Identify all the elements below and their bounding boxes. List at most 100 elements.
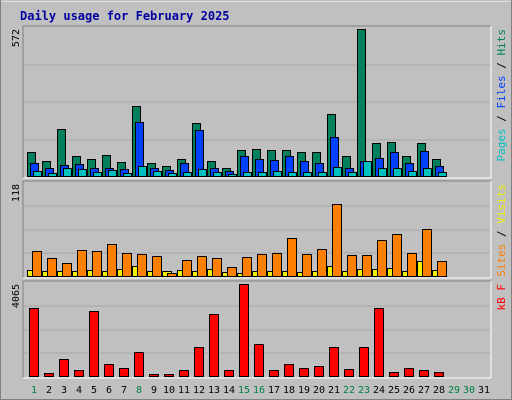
kbytes_panel-ymax-label: 4065 bbox=[11, 284, 22, 308]
x-tick-label: 10 bbox=[163, 385, 175, 396]
visits_panel-legend-item-1: / bbox=[495, 224, 508, 244]
visits_panel-bar-sites bbox=[332, 204, 342, 277]
hits_panel-bar-pages bbox=[33, 171, 42, 177]
kbytes_panel-bar-kb-f bbox=[239, 284, 249, 377]
visits_panel-bar-sites bbox=[47, 258, 57, 277]
hits_panel-bar-pages bbox=[348, 172, 357, 177]
kbytes_panel-bar-kb-f bbox=[194, 347, 204, 377]
kbytes_panel-bar-kb-f bbox=[44, 373, 54, 377]
x-tick-label: 7 bbox=[121, 385, 127, 396]
hits_panel-legend-item-2: Files bbox=[495, 75, 508, 108]
x-tick-label: 31 bbox=[478, 385, 490, 396]
kbytes_panel-legend-item-0: kB F bbox=[495, 284, 508, 311]
kbytes_panel-bar-kb-f bbox=[419, 370, 429, 377]
hits_panel-bar-pages bbox=[228, 174, 237, 177]
kbytes_panel-bar-kb-f bbox=[254, 344, 264, 377]
visits_panel-bar-sites bbox=[302, 254, 312, 277]
visits_panel-bar-sites bbox=[362, 255, 372, 277]
visits_panel-bar-sites bbox=[107, 244, 117, 277]
hits_panel-bar-pages bbox=[183, 172, 192, 177]
hits_panel-bar-pages bbox=[123, 173, 132, 177]
visits_panel-bar-sites bbox=[62, 263, 72, 277]
hits_panel-ymax-label: 572 bbox=[11, 29, 22, 47]
kbytes_panel-bar-kb-f bbox=[374, 308, 384, 377]
x-tick-label: 20 bbox=[313, 385, 325, 396]
visits_panel-bar-sites bbox=[137, 254, 147, 277]
kbytes_panel-bar-kb-f bbox=[344, 369, 354, 377]
visits_panel-ymax-label: 118 bbox=[11, 184, 22, 202]
x-tick-label: 16 bbox=[253, 385, 265, 396]
visits_panel-bar-sites bbox=[182, 260, 192, 277]
visits_panel-bar-sites bbox=[377, 240, 387, 277]
x-tick-label: 15 bbox=[238, 385, 250, 396]
visits_panel-bar-sites bbox=[257, 254, 267, 277]
kbytes_panel-bar-kb-f bbox=[299, 368, 309, 377]
hits_panel-bar-pages bbox=[318, 172, 327, 177]
hits_panel: 572 Pages / Files / Hits bbox=[11, 25, 508, 179]
visits_panel-legend-item-2: Visits bbox=[495, 184, 508, 224]
x-tick-label: 11 bbox=[178, 385, 190, 396]
kbytes_panel-bar-kb-f bbox=[224, 370, 234, 377]
visits_panel-legend: Sites / Visits bbox=[495, 184, 508, 277]
kbytes_panel: 4065 kB F bbox=[11, 280, 508, 379]
x-tick-label: 28 bbox=[433, 385, 445, 396]
hits_panel-legend-item-4: Hits bbox=[495, 29, 508, 56]
hits_panel-legend-item-1: / bbox=[495, 109, 508, 129]
hits_panel-bar-pages bbox=[63, 168, 72, 177]
x-tick-label: 27 bbox=[418, 385, 430, 396]
kbytes_panel-bar-kb-f bbox=[164, 374, 174, 377]
hits_panel-bar-pages bbox=[438, 172, 447, 177]
visits_panel-bar-sites bbox=[212, 258, 222, 277]
visits_panel-bar-sites bbox=[317, 249, 327, 277]
x-tick-label: 18 bbox=[283, 385, 295, 396]
x-tick-label: 2 bbox=[46, 385, 52, 396]
kbytes_panel-bar-kb-f bbox=[104, 364, 114, 377]
x-tick-label: 13 bbox=[208, 385, 220, 396]
visits_panel-bar-sites bbox=[242, 257, 252, 277]
kbytes_panel-bar-kb-f bbox=[119, 368, 129, 377]
visits_panel-bar-sites bbox=[152, 256, 162, 277]
hits_panel-bar-pages bbox=[243, 172, 252, 177]
kbytes_panel-bar-kb-f bbox=[404, 368, 414, 377]
kbytes_panel-bar-kb-f bbox=[74, 370, 84, 377]
kbytes_panel-bar-kb-f bbox=[134, 352, 144, 377]
kbytes_panel-bar-kb-f bbox=[329, 347, 339, 377]
visits_panel-bar-sites bbox=[287, 238, 297, 277]
x-tick-label: 19 bbox=[298, 385, 310, 396]
visits_panel-bar-sites bbox=[437, 261, 447, 277]
visits_panel-bar-sites bbox=[197, 256, 207, 277]
kbytes_panel-bar-kb-f bbox=[29, 308, 39, 377]
x-tick-label: 24 bbox=[373, 385, 385, 396]
kbytes_panel-bar-kb-f bbox=[359, 347, 369, 377]
hits_panel-bar-pages bbox=[153, 171, 162, 177]
hits_panel-bar-pages bbox=[333, 167, 342, 177]
hits_panel-bar-pages bbox=[408, 171, 417, 177]
hits_panel-bar-pages bbox=[138, 166, 147, 177]
visits_panel-bar-sites bbox=[227, 267, 237, 277]
hits_panel-bar-pages bbox=[108, 170, 117, 177]
x-tick-label: 23 bbox=[358, 385, 370, 396]
kbytes_panel-bar-kb-f bbox=[149, 374, 159, 377]
kbytes_panel-bar-kb-f bbox=[209, 314, 219, 377]
hits_panel-bar-pages bbox=[423, 168, 432, 177]
kbytes_panel-bar-kb-f bbox=[284, 364, 294, 377]
hits_panel-bar-pages bbox=[258, 172, 267, 177]
visits_panel-bar-sites bbox=[167, 273, 177, 277]
hits_panel-legend-item-3: / bbox=[495, 56, 508, 76]
hits_panel-bar-pages bbox=[393, 168, 402, 177]
x-tick-label: 5 bbox=[91, 385, 97, 396]
x-tick-label: 30 bbox=[463, 385, 475, 396]
visits_panel-bar-sites bbox=[122, 253, 132, 277]
kbytes_panel-bar-kb-f bbox=[389, 372, 399, 377]
x-tick-label: 17 bbox=[268, 385, 280, 396]
x-tick-label: 25 bbox=[388, 385, 400, 396]
hits_panel-bar-pages bbox=[48, 173, 57, 177]
visits_panel-bar-sites bbox=[347, 255, 357, 277]
hits_panel-bar-pages bbox=[378, 168, 387, 177]
x-tick-label: 8 bbox=[136, 385, 142, 396]
visits_panel-bar-sites bbox=[392, 234, 402, 277]
kbytes_panel-legend: kB F bbox=[495, 284, 508, 311]
x-tick-label: 22 bbox=[343, 385, 355, 396]
visits_panel-bar-sites bbox=[272, 253, 282, 277]
